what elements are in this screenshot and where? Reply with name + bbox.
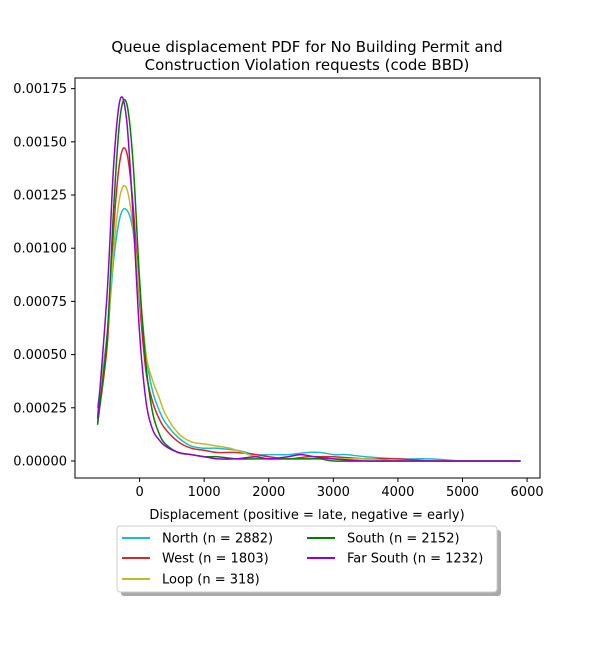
y-tick-label: 0.00150	[13, 135, 67, 150]
y-tick-label: 0.00100	[13, 242, 67, 257]
legend-label: Far South (n = 1232)	[347, 552, 483, 567]
x-tick-label: 2000	[252, 485, 285, 500]
y-tick-label: 0.00125	[13, 189, 67, 204]
ticks-layer: 0 1000 2000 3000 4000 5000 6000 0.00000 0.00025 0…	[13, 82, 543, 500]
y-tick-label: 0.00175	[13, 82, 67, 97]
plot-frame	[74, 77, 541, 479]
series-line-4	[96, 96, 521, 462]
x-axis-label: Displacement (positive = late, negative …	[149, 508, 464, 523]
y-tick-label: 0.00000	[13, 454, 67, 469]
x-tick-label: 5000	[446, 485, 479, 500]
series-line-2	[96, 184, 521, 462]
y-tick-label: 0.00050	[13, 348, 67, 363]
x-tick-label: 4000	[381, 485, 414, 500]
legend-label: South (n = 2152)	[347, 532, 460, 547]
y-tick-label: 0.00025	[13, 401, 67, 416]
legend-items: North (n = 2882) West (n = 1803) Loop (n =…	[122, 532, 483, 588]
series-layer	[96, 96, 521, 462]
y-tick-label: 0.00075	[13, 295, 67, 310]
series-line-3	[96, 98, 521, 462]
x-tick-label: 0	[135, 485, 143, 500]
legend-label: West (n = 1803)	[162, 552, 269, 567]
legend: North (n = 2882) West (n = 1803) Loop (n =…	[116, 525, 501, 596]
chart-title-line1: Queue displacement PDF for No Building P…	[111, 38, 502, 56]
legend-label: Loop (n = 318)	[162, 573, 260, 588]
x-tick-label: 3000	[317, 485, 350, 500]
chart-title-line2: Construction Violation requests (code BB…	[145, 56, 470, 74]
legend-label: North (n = 2882)	[162, 532, 273, 547]
x-tick-label: 6000	[511, 485, 544, 500]
x-tick-label: 1000	[188, 485, 221, 500]
series-line-0	[96, 207, 521, 462]
